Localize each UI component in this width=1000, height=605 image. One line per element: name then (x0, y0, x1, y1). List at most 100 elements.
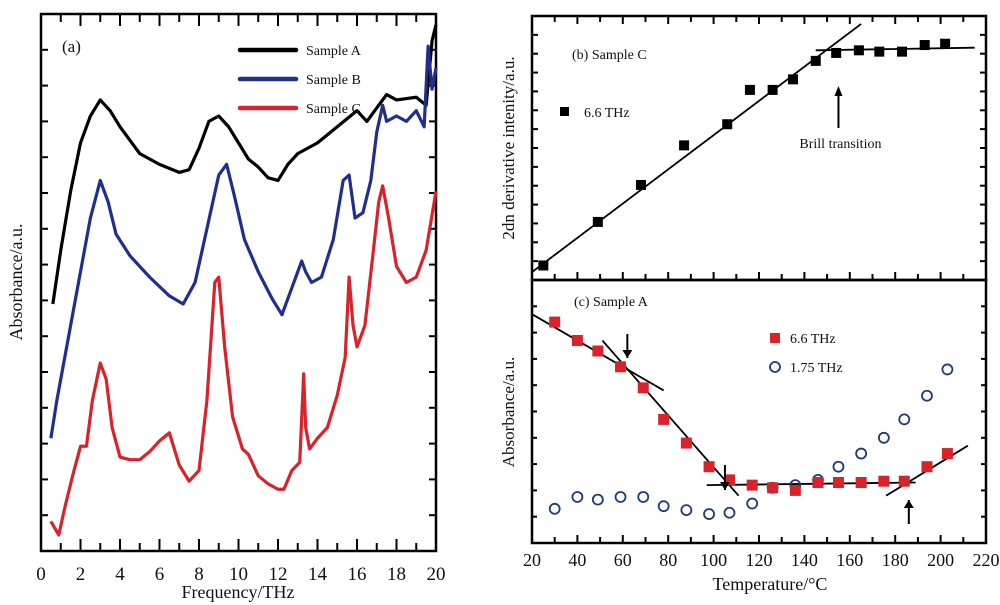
data-point-1-75thz (723, 506, 736, 519)
legend-label: 6.6 THz (584, 106, 630, 121)
legend-label: Sample B (306, 73, 361, 88)
x-tick-label: 20 (523, 550, 541, 570)
panel-c-sample-a: 20 40 60 80 100 120 140 160 180 200 220 Temperature… (499, 278, 1000, 594)
arrow-head-icon (834, 86, 843, 96)
data-point (635, 179, 646, 190)
legend-label: 6.6 THz (790, 332, 836, 347)
x-tick-label: 220 (973, 550, 1000, 570)
x-tick-label: 20 (427, 564, 446, 585)
data-point (940, 38, 951, 49)
data-point (853, 45, 864, 56)
data-point-1-75thz (921, 389, 933, 402)
series-line-sample-a (51, 24, 438, 305)
data-point (744, 84, 755, 95)
data-point-1-75thz (855, 447, 868, 460)
x-tick-label: 200 (927, 550, 954, 570)
data-point (538, 260, 549, 271)
x-tick-label: 16 (348, 564, 367, 585)
data-point-1-75thz (680, 504, 693, 517)
data-point-6-6thz (878, 475, 890, 487)
y-axis-label: 2dn derivative intenity/a.u. (499, 56, 518, 239)
data-point-6-6thz (571, 334, 583, 346)
legend-label: 1.75 THz (790, 361, 843, 376)
data-point-6-6thz (615, 361, 627, 373)
data-point-6-6thz (680, 437, 692, 449)
panel-label: (a) (62, 37, 81, 56)
x-tick-label: 100 (700, 550, 727, 570)
data-point (592, 216, 603, 227)
arrow-up-icon (903, 500, 914, 508)
data-point-1-75thz (877, 431, 890, 444)
panel-label: (c) Sample A (574, 295, 649, 310)
data-point-1-75thz (591, 493, 604, 506)
arrow-down-icon (622, 350, 633, 358)
x-tick-label: 40 (568, 550, 586, 570)
data-point (810, 55, 821, 66)
data-point-6-6thz (658, 413, 670, 425)
x-tick-label: 120 (746, 550, 773, 570)
data-point (767, 84, 778, 95)
data-point (874, 46, 885, 57)
panel-b-sample-c: 2dn derivative intenity/a.u. (b) Sample C… (499, 14, 988, 282)
annotation-text: Brill transition (799, 137, 881, 152)
data-point-1-75thz (614, 491, 627, 503)
x-tick-label: 12 (269, 564, 288, 585)
legend-label: Sample A (306, 44, 362, 59)
data-point-1-75thz (941, 363, 954, 376)
data-point-1-75thz (746, 497, 759, 510)
series-line-sample-b (49, 44, 438, 439)
data-point-6-6thz (855, 477, 867, 489)
data-point-1-75thz (832, 460, 845, 473)
legend-label: Sample C (306, 102, 361, 117)
panel-a-frame (39, 12, 438, 553)
data-point-1-75thz (548, 502, 561, 515)
data-point-6-6thz (549, 316, 561, 328)
data-point-6-6thz (723, 474, 735, 486)
data-point-6-6thz (592, 345, 604, 357)
data-point (788, 74, 799, 85)
data-point-6-6thz (941, 448, 953, 460)
x-tick-label: 6 (155, 564, 165, 585)
data-point-1-75thz (571, 491, 584, 503)
data-point-6-6thz (921, 461, 933, 473)
x-tick-label: 140 (791, 550, 818, 570)
data-point (831, 47, 842, 58)
x-tick-label: 14 (308, 564, 328, 585)
series-line-sample-c (49, 184, 438, 537)
data-point-6-6thz (703, 461, 715, 473)
data-point-1-75thz (657, 500, 670, 513)
x-tick-label: 0 (36, 564, 46, 585)
data-point-6-6thz (789, 484, 801, 496)
data-point-6-6thz (746, 479, 758, 491)
x-tick-label: 2 (76, 564, 86, 585)
panel-label: (b) Sample C (572, 48, 647, 63)
arrow-down-icon (719, 482, 730, 490)
x-tick-label: 10 (229, 564, 248, 585)
data-point-6-6thz (767, 482, 779, 494)
x-tick-label: 180 (882, 550, 909, 570)
x-axis-label: Temperature/°C (713, 574, 828, 594)
data-point-6-6thz (812, 477, 824, 489)
data-point-6-6thz (898, 475, 910, 487)
y-axis-label: Absorbance/a.u. (6, 224, 26, 341)
y-axis-label: Absorbance/a.u. (499, 357, 518, 467)
x-tick-label: 4 (115, 564, 125, 585)
x-tick-label: 160 (836, 550, 863, 570)
x-axis-label: Frequency/THz (182, 582, 295, 602)
fit-line (531, 23, 862, 273)
legend-marker (560, 107, 569, 116)
data-point-6-6thz (832, 477, 844, 489)
data-point (679, 140, 690, 151)
data-point-1-75thz (637, 491, 650, 503)
data-point (919, 40, 930, 51)
data-point-6-6thz (637, 382, 649, 394)
x-tick-label: 80 (659, 550, 677, 570)
data-point-1-75thz (703, 508, 715, 520)
panel-a-frequency-spectrum: 0 2 4 6 8 10 12 14 16 18 20 Frequency/THz Absorbance… (6, 12, 446, 602)
legend-marker (770, 333, 780, 343)
data-point-1-75thz (898, 413, 911, 426)
data-point (897, 46, 908, 57)
x-tick-label: 8 (194, 564, 204, 585)
x-tick-label: 18 (387, 564, 406, 585)
